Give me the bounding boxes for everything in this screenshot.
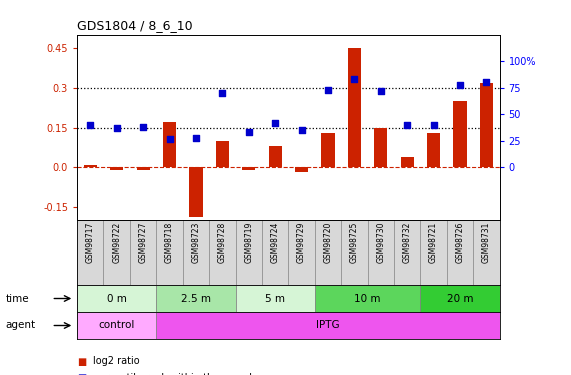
Bar [136,167,150,170]
Text: control: control [99,321,135,330]
Bar [453,101,467,167]
Bar [190,167,203,217]
Text: GSM98717: GSM98717 [86,222,95,263]
Text: 20 m: 20 m [447,294,473,303]
Bar [315,285,420,312]
Text: GSM98732: GSM98732 [403,222,412,263]
Bar [295,167,308,172]
Text: IPTG: IPTG [316,321,340,330]
Text: ■: ■ [77,357,86,366]
Bar [77,312,156,339]
Bar [401,157,414,167]
Point [271,120,280,126]
Text: time: time [6,294,29,303]
Bar [374,128,387,167]
Bar [268,146,282,167]
Point [297,127,306,133]
Bar [480,82,493,167]
Point [350,76,359,82]
Text: ■: ■ [77,374,86,375]
Point [165,136,174,142]
Point [456,82,465,88]
Text: GSM98720: GSM98720 [323,222,332,263]
Bar [110,167,123,170]
Text: 10 m: 10 m [355,294,381,303]
Point [403,122,412,128]
Text: GSM98726: GSM98726 [456,222,465,263]
Text: percentile rank within the sample: percentile rank within the sample [93,374,258,375]
Point [482,78,491,84]
Text: GSM98730: GSM98730 [376,222,385,264]
Text: GDS1804 / 8_6_10: GDS1804 / 8_6_10 [77,20,192,33]
Text: 0 m: 0 m [107,294,127,303]
Text: GSM98731: GSM98731 [482,222,491,263]
Text: GSM98727: GSM98727 [139,222,148,263]
Point [376,88,385,94]
Text: GSM98729: GSM98729 [297,222,306,263]
Point [218,90,227,96]
Text: log2 ratio: log2 ratio [93,357,140,366]
Point [112,125,121,131]
Text: GSM98719: GSM98719 [244,222,254,263]
Text: agent: agent [6,321,36,330]
Text: GSM98718: GSM98718 [165,222,174,263]
Point [429,122,438,128]
Text: GSM98721: GSM98721 [429,222,438,263]
Bar [84,165,97,167]
Text: 5 m: 5 m [265,294,285,303]
Bar [348,48,361,167]
Bar [420,285,500,312]
Bar [156,285,235,312]
Bar [77,285,156,312]
Text: GSM98728: GSM98728 [218,222,227,263]
Bar [235,285,315,312]
Bar [216,141,229,167]
Bar [242,167,255,170]
Bar [163,122,176,167]
Text: GSM98722: GSM98722 [112,222,121,263]
Point [323,87,332,93]
Text: GSM98725: GSM98725 [350,222,359,263]
Point [139,124,148,130]
Text: GSM98723: GSM98723 [191,222,200,263]
Point [86,122,95,128]
Point [191,135,200,141]
Text: 2.5 m: 2.5 m [181,294,211,303]
Point [244,129,254,135]
Bar [156,312,500,339]
Bar [321,133,335,167]
Bar [427,133,440,167]
Text: GSM98724: GSM98724 [271,222,280,263]
